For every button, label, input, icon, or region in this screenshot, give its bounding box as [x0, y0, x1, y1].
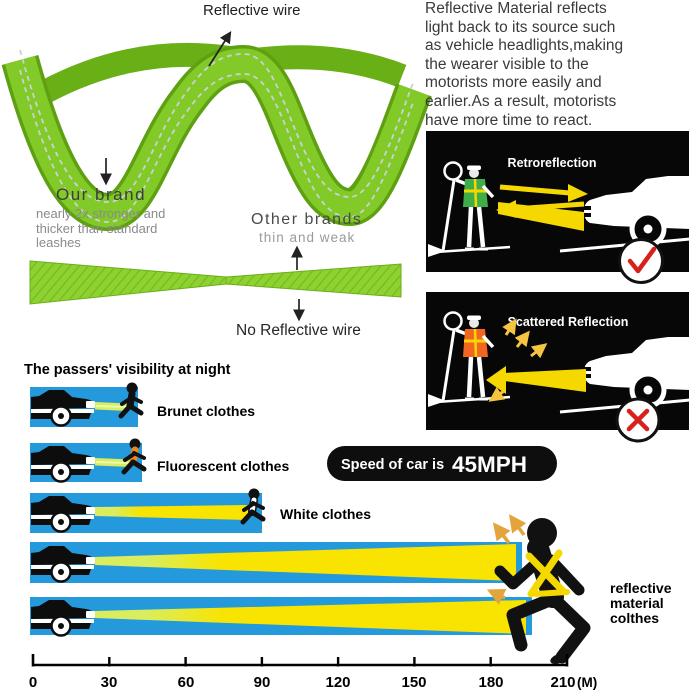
info-paragraph: Reflective Material reflects light back … — [425, 0, 624, 129]
leash-coil-icon — [1, 44, 432, 232]
row-label: Fluorescent clothes — [157, 458, 289, 474]
speed-badge: Speed of car is 45MPH — [327, 446, 557, 481]
speed-label: Speed of car is — [341, 457, 444, 473]
axis-tick-label: 0 — [29, 674, 37, 691]
reflective-wire-label: Reflective wire — [203, 2, 301, 19]
axis-tick-label: 210 — [550, 674, 575, 691]
runner-icon-white — [240, 488, 266, 525]
cross-circle-icon — [615, 397, 661, 443]
visibility-chart: The passers' visibility at night — [24, 362, 672, 691]
headlight-beam — [95, 544, 516, 581]
sparkle-arrow-icons — [486, 514, 527, 605]
reflective-stitch-line — [19, 49, 415, 203]
headlight-beam — [95, 505, 248, 520]
panel-title: Retroreflection — [508, 156, 597, 170]
distance-axis: 0 30 60 90 120 150 180 210 (M) — [29, 654, 597, 691]
speed-value: 45MPH — [452, 452, 527, 477]
label-line: reflective — [610, 580, 672, 596]
reflective-runner-icon — [494, 518, 591, 665]
runner-icon-fluorescent — [121, 438, 147, 475]
other-brands-subtitle: thin and weak — [259, 230, 356, 245]
our-brand-subtitle: nearly 2x stronger and thicker than stan… — [36, 206, 166, 250]
check-icon — [627, 246, 657, 274]
row-label: White clothes — [280, 506, 371, 522]
scattered-reflection-panel: Scattered Reflection — [420, 292, 700, 443]
axis-tick-label: 150 — [401, 674, 426, 691]
check-circle-icon — [618, 238, 664, 284]
label-line: material — [610, 595, 664, 611]
chart-title: The passers' visibility at night — [24, 362, 231, 378]
reflective-material-label: reflective material colthes — [610, 580, 672, 626]
reflective-stitch-line — [19, 69, 415, 223]
axis-tick-label: 90 — [254, 674, 271, 691]
safety-vest-green — [463, 178, 495, 208]
retroreflected-light-arrows — [496, 184, 588, 231]
other-brands-title: Other brands — [251, 211, 363, 228]
scattered-light-arrows — [488, 318, 548, 402]
outgoing-light-arrow — [499, 184, 571, 196]
no-reflective-wire-label: No Reflective wire — [236, 322, 361, 339]
headlight-beams — [95, 402, 526, 634]
headlight-beam — [504, 369, 586, 392]
axis-tick-label: 60 — [178, 674, 195, 691]
safety-vest-orange — [463, 328, 495, 358]
incoming-light-beam — [486, 366, 586, 394]
label-line: colthes — [610, 610, 659, 626]
axis-tick-label: 30 — [101, 674, 118, 691]
axis-tick-label: 120 — [325, 674, 350, 691]
reflective-wire-arrow — [208, 30, 232, 67]
reflective-vest-x — [525, 549, 570, 598]
axis-tick-label: 180 — [478, 674, 503, 691]
leash-comparison-illustration — [1, 30, 432, 322]
retroreflection-panel: Retroreflection — [420, 131, 700, 284]
headlight-beam — [498, 202, 584, 231]
row-label: Brunet clothes — [157, 403, 255, 419]
our-brand-title: Our brand — [56, 185, 147, 204]
runner-icon-brunet — [118, 382, 144, 419]
headlight-beam — [95, 600, 526, 634]
thin-strap-icon — [29, 260, 402, 305]
axis-unit-label: (M) — [577, 675, 597, 690]
panel-title: Scattered Reflection — [508, 315, 629, 329]
